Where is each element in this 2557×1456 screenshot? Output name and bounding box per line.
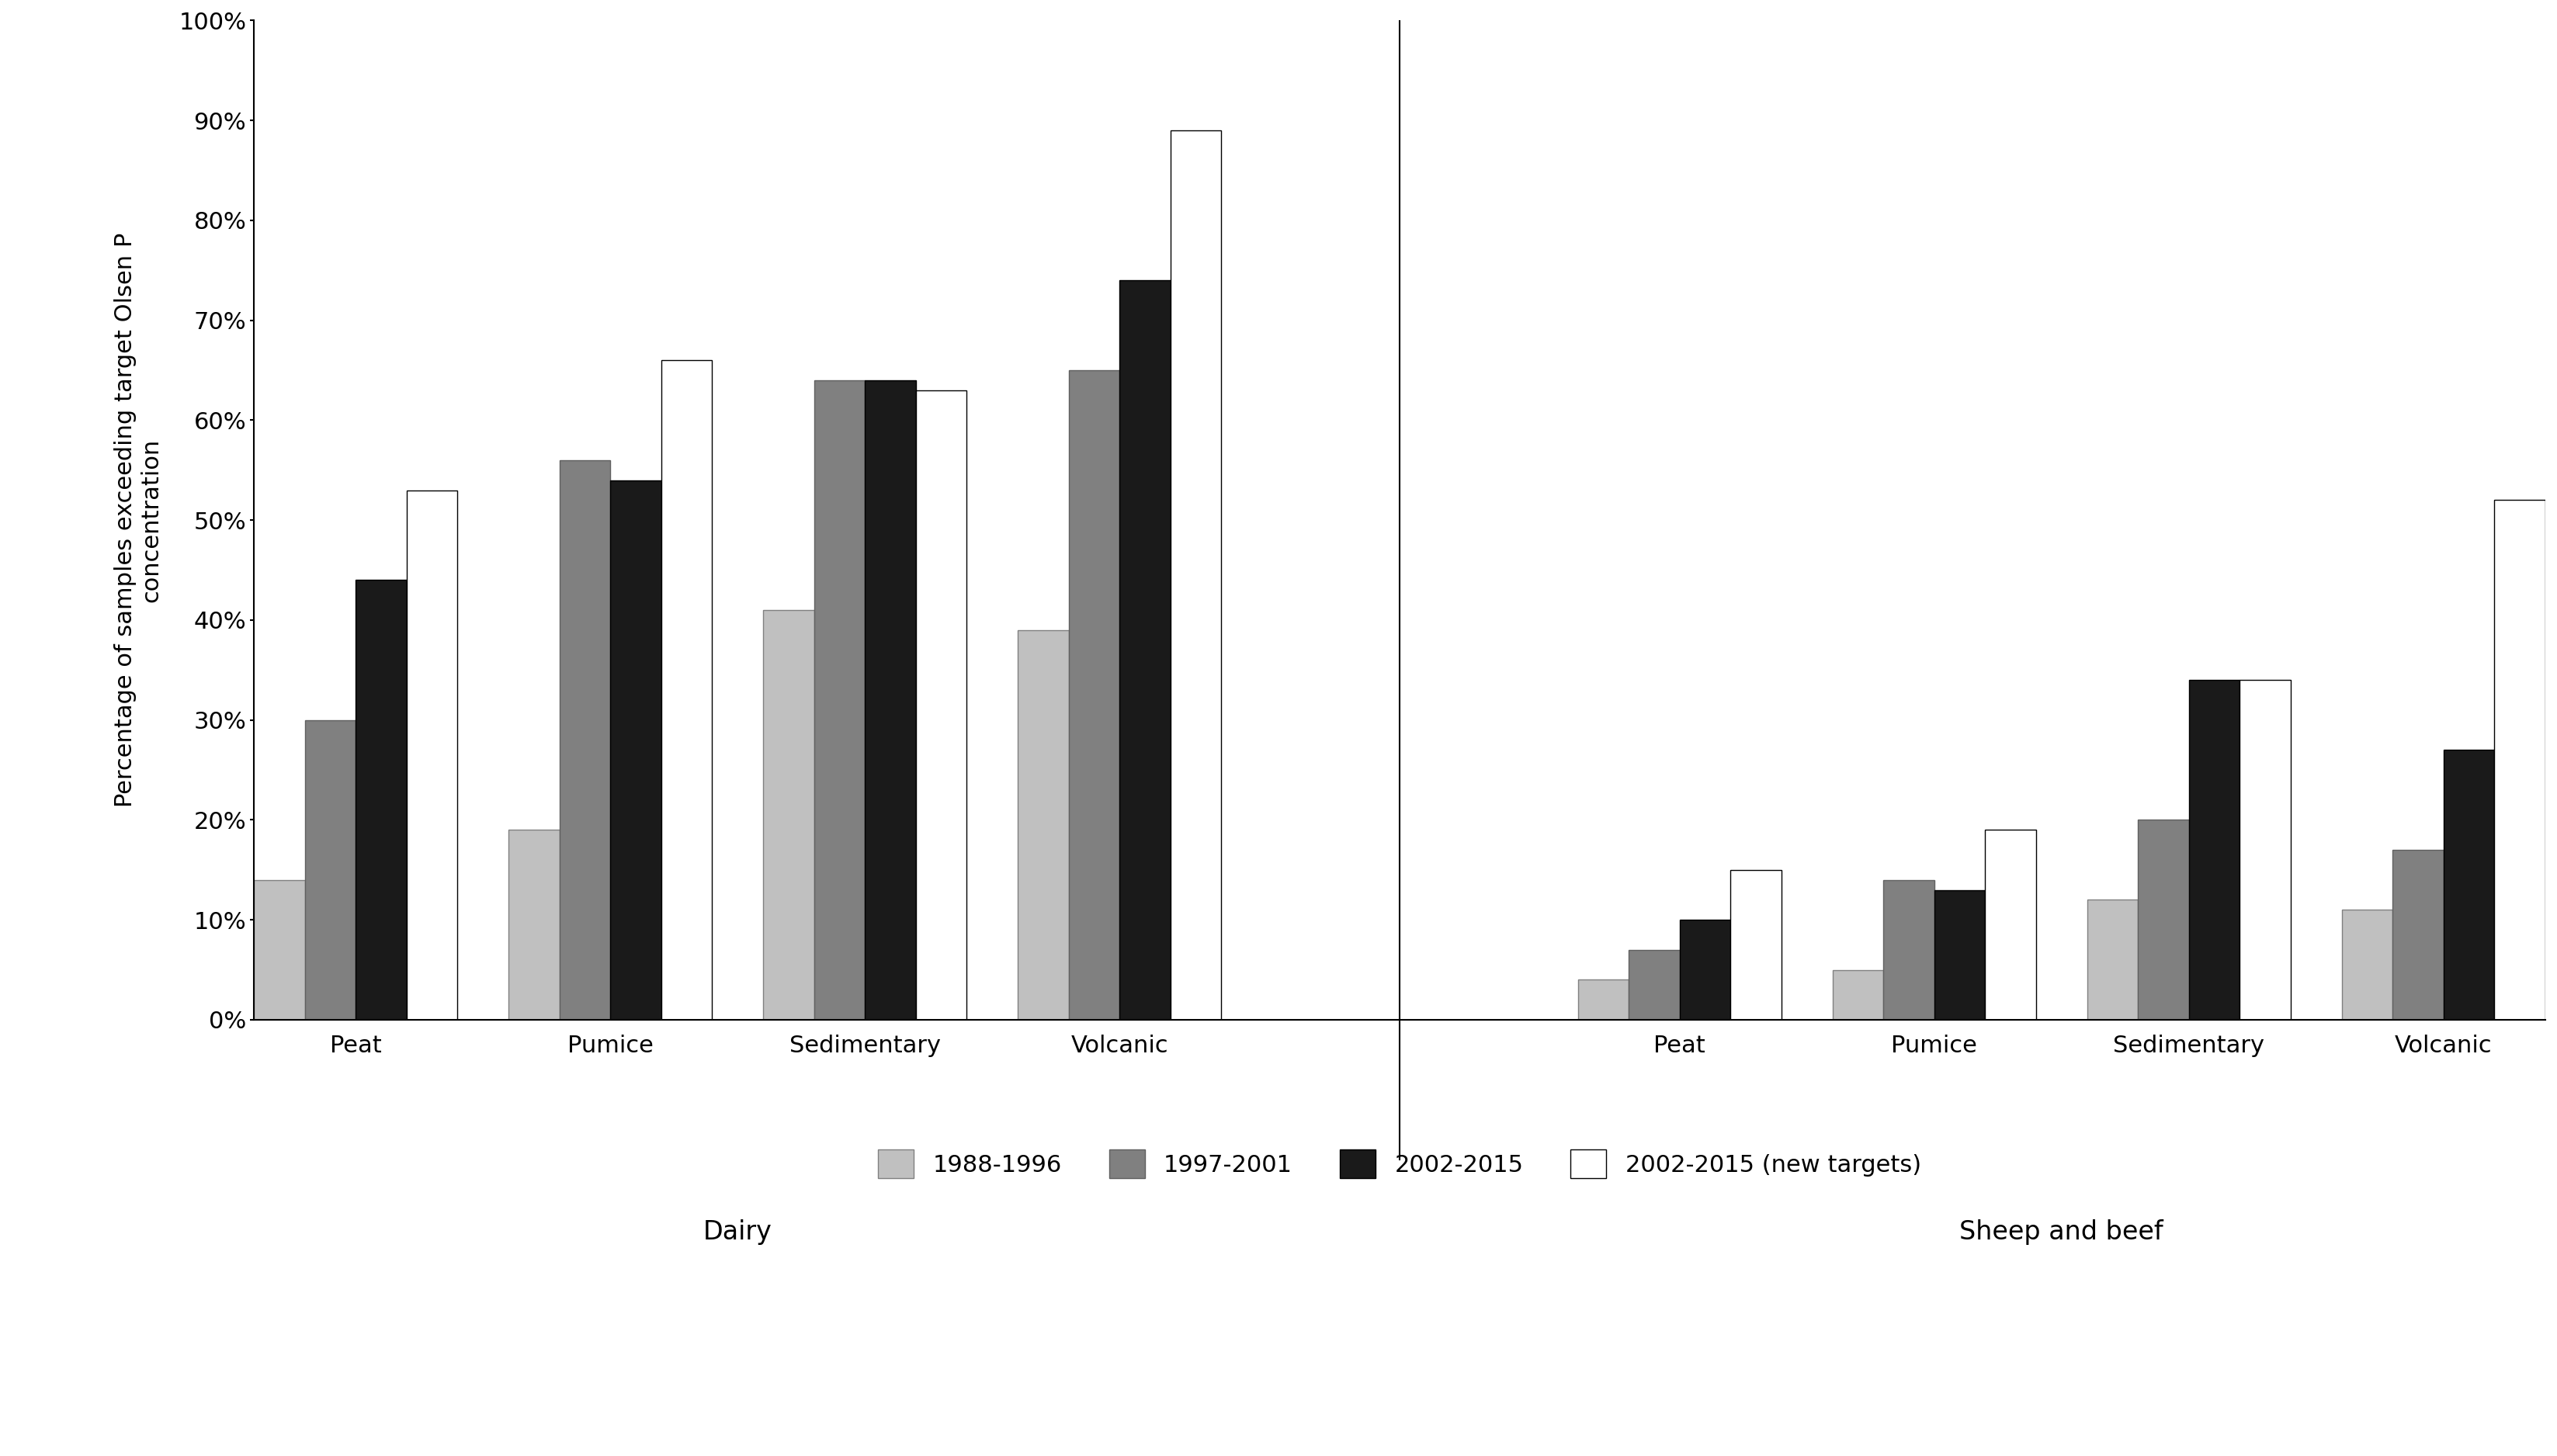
Bar xyxy=(2138,820,2189,1019)
Bar xyxy=(407,491,458,1019)
Bar xyxy=(662,360,711,1019)
Bar xyxy=(1680,920,1731,1019)
Bar xyxy=(611,480,662,1019)
Bar xyxy=(1629,949,1680,1019)
Bar xyxy=(1120,281,1171,1019)
Bar xyxy=(2189,680,2240,1019)
Bar xyxy=(1171,131,1222,1019)
Bar xyxy=(560,460,611,1019)
Bar xyxy=(2342,910,2393,1019)
Bar xyxy=(1885,879,1933,1019)
Bar xyxy=(762,610,813,1019)
Bar xyxy=(355,579,407,1019)
Bar xyxy=(1069,370,1120,1019)
Bar xyxy=(2496,501,2544,1019)
Legend: 1988-1996, 1997-2001, 2002-2015, 2002-2015 (new targets): 1988-1996, 1997-2001, 2002-2015, 2002-20… xyxy=(869,1140,1931,1188)
Bar xyxy=(864,380,915,1019)
Bar xyxy=(509,830,560,1019)
Bar xyxy=(2444,750,2496,1019)
Bar xyxy=(304,721,355,1019)
Bar xyxy=(253,879,304,1019)
Bar xyxy=(1833,970,1885,1019)
Y-axis label: Percentage of samples exceeding target Olsen P
concentration: Percentage of samples exceeding target O… xyxy=(115,233,164,808)
Bar xyxy=(1933,890,1984,1019)
Bar xyxy=(1578,980,1629,1019)
Text: Sheep and beef: Sheep and beef xyxy=(1959,1220,2163,1245)
Bar xyxy=(813,380,864,1019)
Bar xyxy=(1018,630,1069,1019)
Bar xyxy=(1984,830,2035,1019)
Bar xyxy=(915,390,967,1019)
Bar xyxy=(1731,869,1782,1019)
Bar xyxy=(2393,850,2444,1019)
Bar xyxy=(2240,680,2291,1019)
Bar xyxy=(2087,900,2138,1019)
Text: Dairy: Dairy xyxy=(703,1220,772,1245)
